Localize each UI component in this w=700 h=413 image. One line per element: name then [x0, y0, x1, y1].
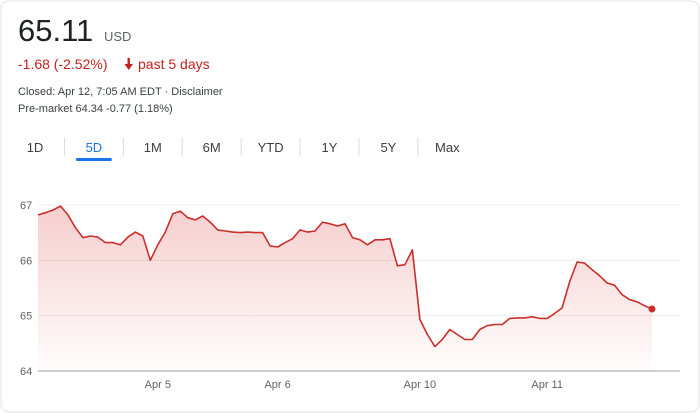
price: 65.11	[18, 13, 93, 48]
y-tick-label: 66	[20, 255, 32, 267]
tab[interactable]: 1D	[27, 140, 44, 155]
tabs: 1D 5D 1M 6M YTD 1Y 5Y Max	[27, 138, 460, 161]
tab[interactable]: 1M	[144, 140, 162, 155]
last-point	[648, 305, 656, 313]
plot: 64 65 66 67 Apr 5 Apr 6 Apr 10 Apr 11	[20, 200, 680, 391]
pre-market: Pre-market 64.34 -0.77 (1.18%)	[18, 103, 173, 115]
change: -1.68 (-2.52%)	[18, 56, 107, 72]
currency: USD	[104, 29, 131, 44]
y-tick-label: 65	[20, 311, 32, 323]
tab[interactable]: 5D	[86, 140, 103, 155]
x-tick-label: Apr 10	[404, 379, 436, 391]
tab-underline	[75, 158, 112, 161]
period: past 5 days	[138, 56, 210, 72]
y-tick-label: 67	[20, 200, 32, 212]
tab[interactable]: 5Y	[380, 140, 396, 155]
area	[38, 206, 652, 371]
x-tick-label: Apr 6	[264, 379, 290, 391]
x-tick-label: Apr 11	[531, 379, 563, 391]
closed-info: Closed: Apr 12, 7:05 AM EDT · Disclaimer	[18, 86, 223, 98]
tab[interactable]: 6M	[203, 140, 221, 155]
price-line	[37, 205, 653, 348]
tab[interactable]: Max	[435, 140, 460, 155]
down-arrow	[124, 58, 133, 70]
x-tick-label: Apr 5	[145, 379, 171, 391]
y-tick-label: 64	[20, 366, 32, 378]
tab[interactable]: YTD	[258, 140, 284, 155]
tab[interactable]: 1Y	[322, 140, 338, 155]
